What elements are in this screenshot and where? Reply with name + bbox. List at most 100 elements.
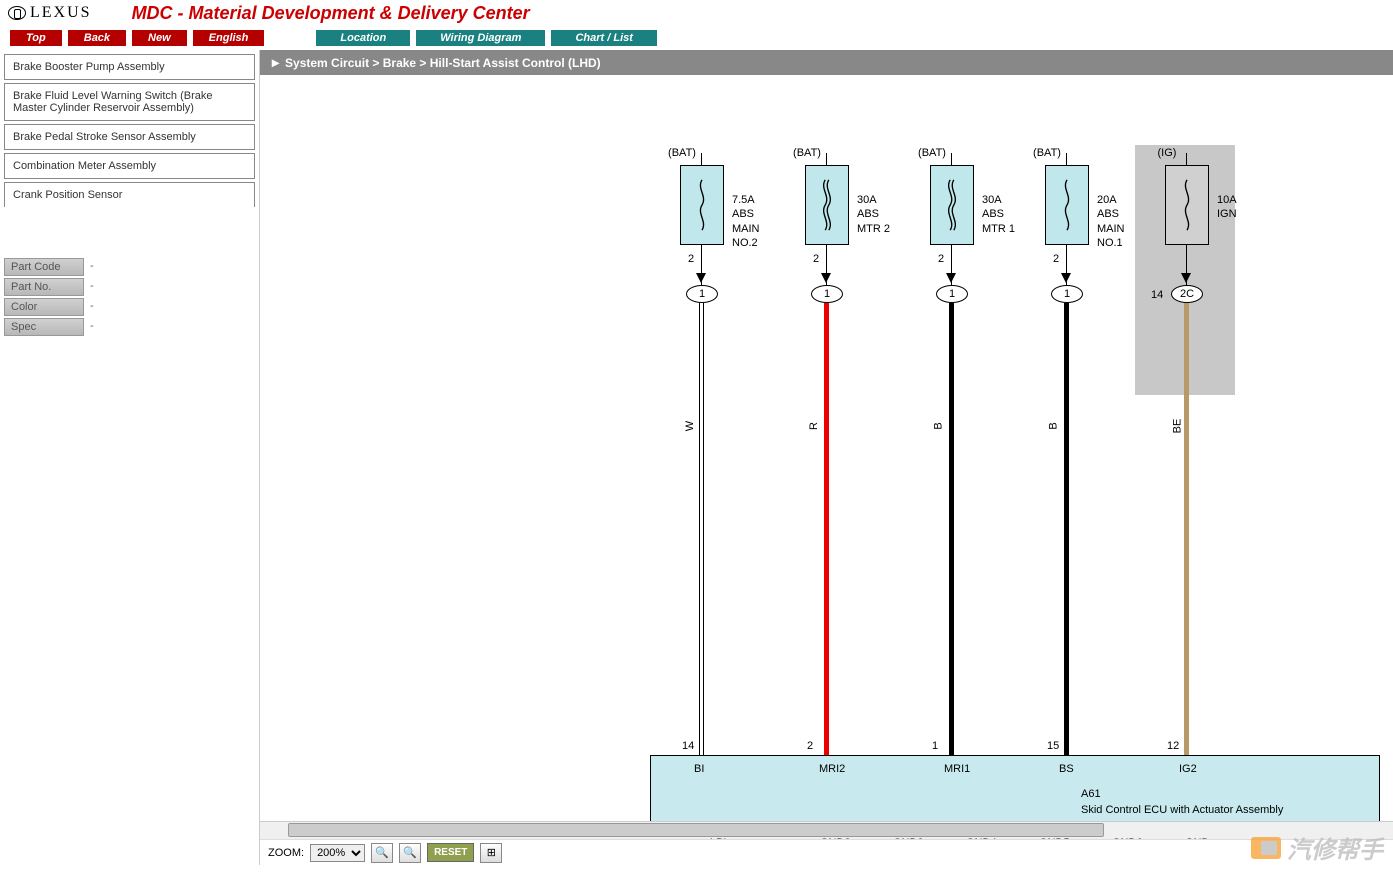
toggle-grid-button[interactable]: ⊞ <box>480 843 502 863</box>
top-navbar: Top Back New English Location Wiring Dia… <box>0 26 1393 50</box>
fuse-box[interactable] <box>930 165 974 245</box>
wire[interactable] <box>699 303 704 755</box>
ecu-pin-label: BS <box>1059 763 1074 775</box>
connector-oval[interactable]: 2C <box>1171 285 1203 303</box>
prop-part-no-value: - <box>84 278 100 296</box>
arrow-down-icon <box>1181 273 1191 283</box>
ecu-pin-number: 12 <box>1167 740 1179 752</box>
connector-oval[interactable]: 1 <box>1051 285 1083 303</box>
ecu-bottom-pin-label: LBL <box>710 837 730 839</box>
nav-wiring-diagram-button[interactable]: Wiring Diagram <box>416 30 545 46</box>
zoom-in-button[interactable]: 🔍 <box>371 843 393 863</box>
wire[interactable] <box>949 303 954 755</box>
fuse-box[interactable] <box>1045 165 1089 245</box>
fuse-pin-label: 2 <box>1053 253 1059 265</box>
zoom-label: ZOOM: <box>268 847 304 859</box>
ecu-id: A61 <box>1081 788 1101 800</box>
wire-color-code: B <box>933 422 945 429</box>
nav-back-button[interactable]: Back <box>68 30 126 46</box>
sidebar-item[interactable]: Combination Meter Assembly <box>4 153 255 179</box>
zoom-in-icon: 🔍 <box>375 846 389 859</box>
content-pane: ▸ System Circuit > Brake > Hill-Start As… <box>260 50 1393 865</box>
fuse-pin-label: 2 <box>688 253 694 265</box>
sidebar-item[interactable]: Brake Booster Pump Assembly <box>4 54 255 80</box>
connector-oval[interactable]: 1 <box>936 285 968 303</box>
ecu-name: Skid Control ECU with Actuator Assembly <box>1081 804 1283 816</box>
ecu-bottom-pin-label: GND4 <box>966 837 997 839</box>
prop-spec-label: Spec <box>4 318 84 336</box>
wire-color-code: B <box>1048 422 1060 429</box>
arrow-down-icon <box>696 273 706 283</box>
nav-chart-list-button[interactable]: Chart / List <box>551 30 656 46</box>
zoom-reset-button[interactable]: RESET <box>427 843 474 862</box>
breadcrumb-arrow-icon: ▸ <box>272 54 279 71</box>
ecu-bottom-pin-label: GND3 <box>893 837 924 839</box>
fuse-inlet-line <box>1186 153 1187 165</box>
fuse-inlet-line <box>826 153 827 165</box>
ecu-pin-label: IG2 <box>1179 763 1197 775</box>
sidebar-component-list: Brake Booster Pump Assembly Brake Fluid … <box>0 50 259 250</box>
connector-oval[interactable]: 1 <box>811 285 843 303</box>
fuse-source-label: (BAT) <box>918 147 946 159</box>
watermark-icon <box>1251 837 1281 859</box>
fuse-pin-label: 2 <box>813 253 819 265</box>
brand-text: LEXUS <box>30 4 92 22</box>
grid-icon: ⊞ <box>487 846 496 859</box>
wire[interactable] <box>824 303 829 755</box>
fuse-inlet-line <box>951 153 952 165</box>
zoom-select[interactable]: 200% <box>310 844 365 862</box>
breadcrumb: ▸ System Circuit > Brake > Hill-Start As… <box>260 50 1393 75</box>
fuse-box[interactable] <box>805 165 849 245</box>
fuse-box[interactable] <box>1165 165 1209 245</box>
fuse-source-label: (BAT) <box>1033 147 1061 159</box>
watermark: 汽修帮手 <box>1251 830 1383 865</box>
fuse-rating-label: 30A ABS MTR 2 <box>857 193 890 236</box>
connector-id-label: 14 <box>1151 289 1163 301</box>
ecu-bottom-pin-label: GND6 <box>1112 837 1143 839</box>
main-layout: ◂ Brake Booster Pump Assembly Brake Flui… <box>0 50 1393 865</box>
ecu-pin-label: MRI2 <box>819 763 845 775</box>
ecu-pin-number: 2 <box>807 740 813 752</box>
ecu-pin-number: 14 <box>682 740 694 752</box>
arrow-down-icon <box>946 273 956 283</box>
fuse-rating-label: 30A ABS MTR 1 <box>982 193 1015 236</box>
brand-logo: LEXUS <box>8 4 92 22</box>
ecu-bottom-pin-label: GND2 <box>820 837 851 839</box>
wire-color-code: R <box>808 422 820 430</box>
fuse-inlet-line <box>701 153 702 165</box>
wiring-diagram-canvas[interactable]: A61 Skid Control ECU with Actuator Assem… <box>260 75 1393 839</box>
nav-new-button[interactable]: New <box>132 30 187 46</box>
lexus-logo-icon <box>8 6 26 20</box>
app-title: MDC - Material Development & Delivery Ce… <box>132 3 530 24</box>
arrow-down-icon <box>1061 273 1071 283</box>
connector-oval[interactable]: 1 <box>686 285 718 303</box>
nav-english-button[interactable]: English <box>193 30 265 46</box>
bottom-toolbar: ZOOM: 200% 🔍 🔍 RESET ⊞ <box>260 839 1393 865</box>
nav-location-button[interactable]: Location <box>316 30 410 46</box>
fuse-source-label: (BAT) <box>668 147 696 159</box>
sidebar-item[interactable]: Brake Fluid Level Warning Switch (Brake … <box>4 83 255 121</box>
prop-color-value: - <box>84 298 100 316</box>
wire[interactable] <box>1064 303 1069 755</box>
watermark-text: 汽修帮手 <box>1287 830 1383 865</box>
app-header: LEXUS MDC - Material Development & Deliv… <box>0 0 1393 26</box>
ecu-pin-number: 15 <box>1047 740 1059 752</box>
ecu-pin-label: MRI1 <box>944 763 970 775</box>
ecu-bottom-pin-label: GND5 <box>1039 837 1070 839</box>
prop-color-label: Color <box>4 298 84 316</box>
breadcrumb-text: System Circuit > Brake > Hill-Start Assi… <box>285 56 601 70</box>
zoom-out-button[interactable]: 🔍 <box>399 843 421 863</box>
sidebar: ◂ Brake Booster Pump Assembly Brake Flui… <box>0 50 260 865</box>
wire-color-code: W <box>684 421 696 431</box>
nav-top-button[interactable]: Top <box>10 30 62 46</box>
prop-part-code-value: - <box>84 258 100 276</box>
arrow-down-icon <box>821 273 831 283</box>
fuse-box[interactable] <box>680 165 724 245</box>
sidebar-item[interactable]: Crank Position Sensor <box>4 182 255 207</box>
sidebar-item[interactable]: Brake Pedal Stroke Sensor Assembly <box>4 124 255 150</box>
fuse-pin-label: 2 <box>938 253 944 265</box>
scrollbar-thumb[interactable] <box>288 823 1104 837</box>
prop-part-code-label: Part Code <box>4 258 84 276</box>
wire[interactable] <box>1184 303 1189 755</box>
prop-part-no-label: Part No. <box>4 278 84 296</box>
